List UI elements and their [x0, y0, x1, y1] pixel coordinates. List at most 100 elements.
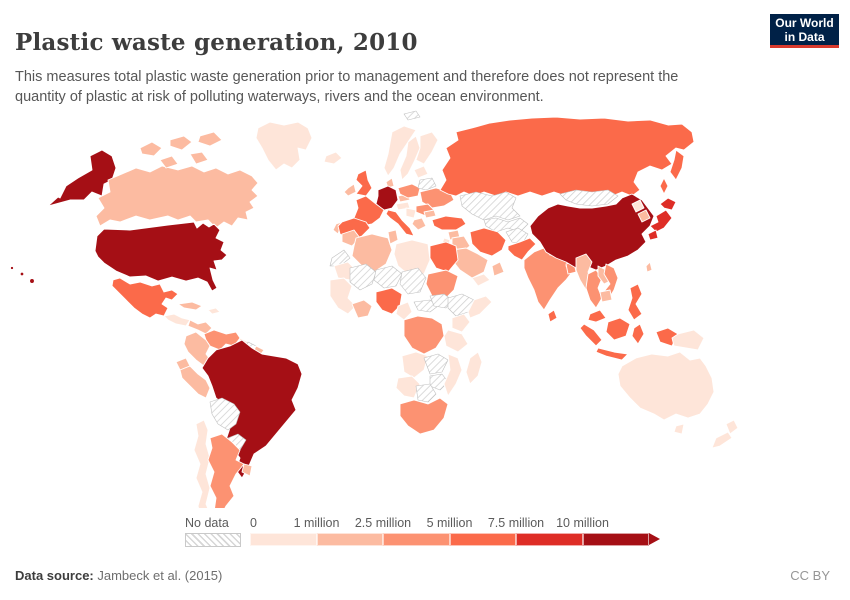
france-region[interactable] — [353, 195, 385, 227]
new-zealand-region[interactable] — [725, 419, 739, 435]
legend-segment-4[interactable] — [449, 533, 516, 546]
china-region[interactable] — [529, 193, 655, 271]
zambia-region[interactable] — [423, 353, 449, 375]
belarus-region[interactable] — [417, 177, 437, 191]
indonesia-region[interactable] — [595, 347, 629, 361]
new-zealand-region[interactable] — [711, 431, 733, 449]
costa-rica-panama-region[interactable] — [187, 319, 213, 335]
arctic-islands-region[interactable] — [189, 151, 209, 165]
chad-region[interactable] — [399, 267, 427, 295]
turkey-region[interactable] — [431, 215, 467, 231]
iceland-region[interactable] — [323, 151, 343, 165]
tunisia-region[interactable] — [387, 229, 399, 245]
license-badge[interactable]: CC BY — [790, 568, 830, 583]
hawaii-region[interactable] — [19, 271, 25, 277]
egypt-region[interactable] — [429, 241, 459, 273]
hawaii-region[interactable] — [29, 278, 35, 284]
cambodia-region[interactable] — [599, 289, 613, 303]
ireland-region[interactable] — [343, 183, 357, 197]
nigeria-region[interactable] — [375, 287, 403, 315]
hispaniola-region[interactable] — [207, 307, 221, 315]
usa-region[interactable] — [94, 221, 228, 292]
poland-region[interactable] — [397, 183, 421, 199]
taiwan-region[interactable] — [645, 261, 653, 273]
indonesia-region[interactable] — [631, 323, 645, 345]
kenya-region[interactable] — [451, 313, 471, 333]
kazakhstan-region[interactable] — [459, 191, 521, 221]
arctic-islands-region[interactable] — [139, 141, 163, 157]
namibia-region[interactable] — [395, 375, 421, 399]
mozambique-region[interactable] — [443, 353, 463, 397]
indonesia-region[interactable] — [605, 317, 631, 341]
greece-region[interactable] — [411, 217, 427, 231]
legend-segment-6[interactable] — [582, 533, 649, 546]
germany-region[interactable] — [375, 185, 399, 211]
balkans-region[interactable] — [405, 207, 417, 219]
japan-region[interactable] — [649, 209, 673, 233]
sri-lanka-region[interactable] — [547, 309, 558, 323]
niger-region[interactable] — [373, 265, 403, 289]
owid-logo[interactable]: Our World in Data — [770, 14, 839, 48]
south-africa-region[interactable] — [399, 397, 449, 435]
cuba-region[interactable] — [177, 301, 203, 311]
chile-region[interactable] — [193, 419, 212, 508]
sudan-region[interactable] — [425, 269, 459, 301]
north-korea-region[interactable] — [631, 199, 645, 213]
baltics-region[interactable] — [413, 165, 429, 179]
finland-region[interactable] — [415, 131, 439, 165]
central-african-republic-region[interactable] — [413, 299, 439, 313]
cameroon-region[interactable] — [395, 301, 413, 321]
italy-region[interactable] — [385, 209, 415, 237]
japan-region[interactable] — [647, 229, 659, 241]
libya-region[interactable] — [393, 239, 431, 277]
svalbard-region[interactable] — [403, 110, 421, 121]
afghanistan-region[interactable] — [505, 227, 529, 245]
norway-region[interactable] — [383, 125, 417, 177]
bolivia-region[interactable] — [209, 397, 241, 431]
legend-segment-3[interactable] — [383, 533, 450, 546]
uruguay-region[interactable] — [241, 463, 253, 477]
yemen-region[interactable] — [471, 273, 491, 287]
drc-region[interactable] — [403, 315, 445, 355]
botswana-region[interactable] — [415, 383, 437, 403]
russia-region[interactable] — [659, 177, 669, 195]
arctic-islands-region[interactable] — [169, 135, 193, 151]
algeria-region[interactable] — [351, 233, 393, 273]
greenland-region[interactable] — [255, 121, 313, 171]
mongolia-region[interactable] — [559, 189, 619, 207]
russia-region[interactable] — [439, 116, 695, 197]
bulgaria-region[interactable] — [423, 209, 437, 219]
western-sahara-region[interactable] — [329, 249, 351, 267]
iran-region[interactable] — [469, 227, 507, 257]
papua-new-guinea-region[interactable] — [671, 329, 705, 351]
uk-region[interactable] — [355, 169, 373, 197]
australia-region[interactable] — [673, 423, 685, 435]
malaysia-region[interactable] — [587, 309, 607, 323]
australia-region[interactable] — [617, 351, 715, 421]
legend-segment-1[interactable] — [250, 533, 317, 546]
south-korea-region[interactable] — [637, 209, 651, 223]
mexico-region[interactable] — [111, 277, 179, 319]
angola-region[interactable] — [401, 351, 429, 379]
legend-segment-5[interactable] — [516, 533, 583, 546]
tanzania-region[interactable] — [443, 329, 469, 353]
japan-region[interactable] — [659, 197, 677, 211]
russia-region[interactable] — [669, 149, 685, 181]
arctic-islands-region[interactable] — [159, 155, 179, 169]
mali-region[interactable] — [349, 263, 377, 291]
pakistan-region[interactable] — [507, 237, 537, 261]
oman-region[interactable] — [491, 261, 505, 277]
guatemala-honduras-region[interactable] — [163, 313, 191, 327]
ghana-region[interactable] — [351, 299, 373, 319]
canada-region[interactable] — [95, 165, 259, 229]
argentina-region[interactable] — [207, 433, 245, 508]
peru-region[interactable] — [179, 365, 211, 399]
hawaii-region[interactable] — [9, 265, 15, 271]
madagascar-region[interactable] — [465, 351, 483, 385]
philippines-region[interactable] — [627, 283, 643, 321]
sweden-region[interactable] — [399, 135, 421, 181]
legend-no-data-swatch[interactable] — [185, 533, 241, 547]
legend-segment-2[interactable] — [316, 533, 383, 546]
indonesia-region[interactable] — [579, 323, 603, 347]
somalia-region[interactable] — [467, 295, 493, 319]
